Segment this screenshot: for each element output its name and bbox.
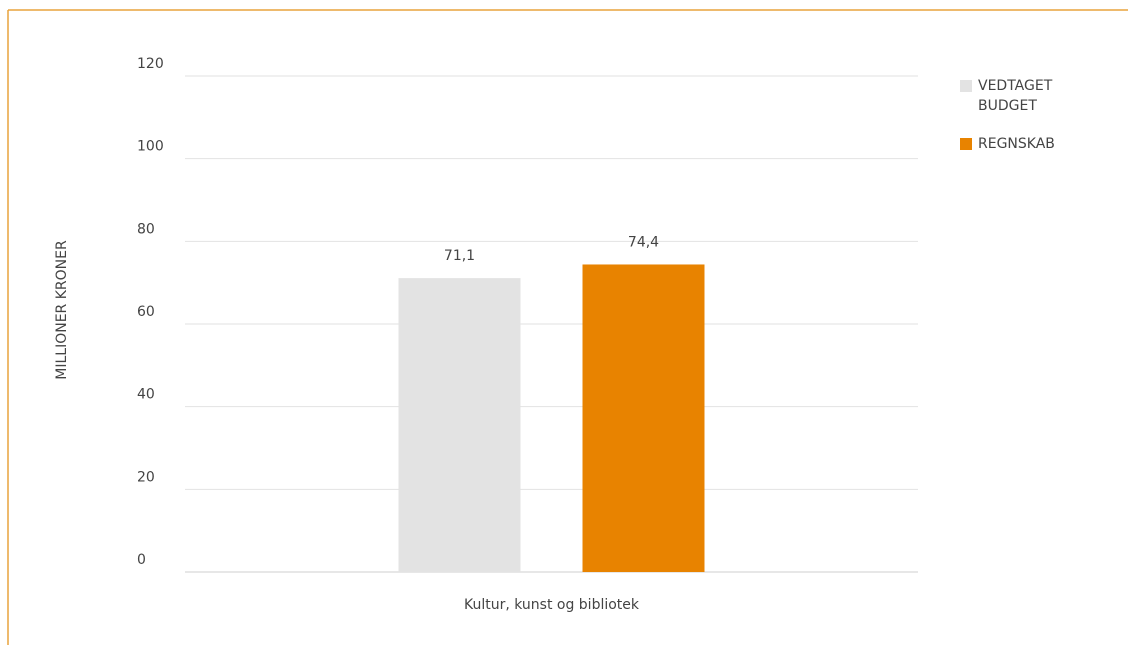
bar [582, 264, 705, 572]
y-tick-label: 20 [137, 469, 155, 485]
legend-label: VEDTAGET BUDGET [978, 78, 1053, 114]
value-label: 71,1 [444, 248, 475, 264]
legend-swatch [960, 138, 972, 150]
bar [398, 278, 521, 572]
y-axis-title: MILLIONER KRONER [54, 240, 70, 380]
value-label: 74,4 [628, 234, 659, 250]
legend-item: VEDTAGET BUDGET [960, 76, 1110, 116]
y-tick-label: 100 [137, 139, 164, 155]
legend-item: REGNSKAB [960, 134, 1110, 154]
y-tick-label: 120 [137, 56, 164, 72]
y-tick-label: 80 [137, 221, 155, 237]
y-tick-label: 0 [137, 552, 146, 568]
legend-swatch [960, 80, 972, 92]
legend-label: REGNSKAB [978, 136, 1055, 152]
y-tick-label: 40 [137, 387, 155, 403]
x-tick-label: Kultur, kunst og bibliotek [464, 597, 640, 613]
y-tick-label: 60 [137, 304, 155, 320]
